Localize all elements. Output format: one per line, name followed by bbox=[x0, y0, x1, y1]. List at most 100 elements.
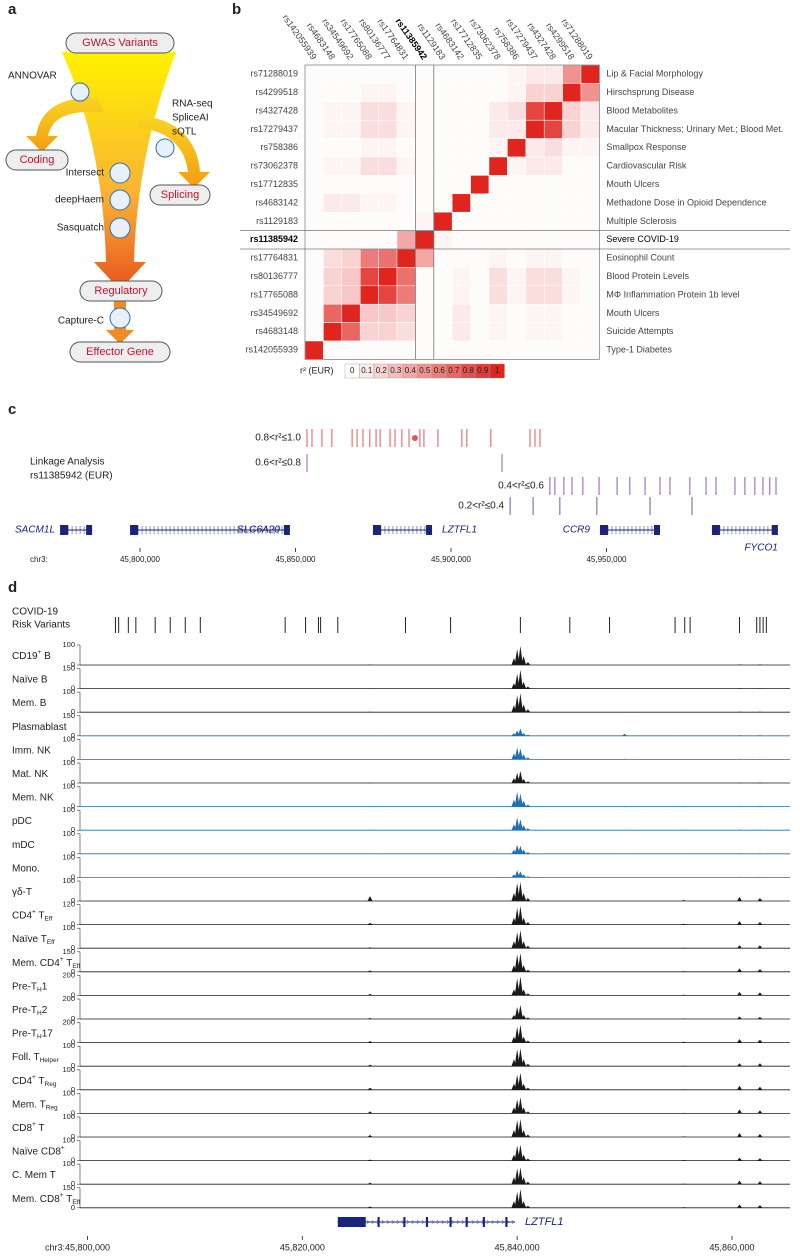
heatmap-cell bbox=[543, 193, 563, 213]
signal-peak bbox=[367, 1064, 373, 1067]
gene-block bbox=[372, 525, 381, 535]
signal-peak bbox=[517, 1048, 523, 1067]
heatmap-cell bbox=[451, 267, 471, 287]
signal-peak bbox=[737, 1016, 743, 1019]
y-tick-label: 0 bbox=[71, 1108, 75, 1117]
heatmap-cell bbox=[415, 64, 435, 84]
signal-peak bbox=[517, 728, 523, 736]
label-part: T bbox=[64, 957, 73, 968]
heatmap-cell bbox=[470, 322, 490, 342]
heatmap-cell bbox=[378, 322, 398, 342]
gene-chevron bbox=[416, 1219, 420, 1225]
label-part: Mat. NK bbox=[12, 769, 48, 780]
trait-label: Lip & Facial Morphology bbox=[606, 69, 703, 79]
panel-letter: c bbox=[8, 401, 16, 418]
heatmap-cell bbox=[562, 285, 582, 305]
y-tick-label: 100 bbox=[62, 829, 75, 838]
label-part: + bbox=[38, 649, 42, 656]
signal-peak bbox=[521, 1107, 527, 1114]
heatmap-cell bbox=[470, 193, 490, 213]
heatmap-cell bbox=[378, 285, 398, 305]
heatmap-cell bbox=[433, 303, 453, 323]
heatmap-cell bbox=[580, 303, 600, 323]
heatmap-cell bbox=[304, 340, 324, 360]
heatmap-cell bbox=[378, 193, 398, 213]
gene-block bbox=[654, 525, 660, 535]
heatmap-cell bbox=[323, 175, 343, 195]
y-tick-label: 100 bbox=[62, 923, 75, 932]
signal-peak bbox=[737, 782, 743, 783]
y-tick-label: 0 bbox=[71, 1203, 75, 1212]
signal-peak bbox=[681, 1041, 687, 1043]
row-label: rs73062378 bbox=[250, 161, 298, 171]
heatmap-cell bbox=[378, 267, 398, 287]
y-tick-label: 100 bbox=[62, 876, 75, 885]
signal-peak bbox=[514, 817, 520, 831]
heatmap-cell bbox=[451, 101, 471, 121]
y-tick-label: 100 bbox=[62, 1041, 75, 1050]
heatmap-cell bbox=[433, 64, 453, 84]
heatmap-cell bbox=[359, 267, 379, 287]
heatmap-cell bbox=[304, 193, 324, 213]
heatmap-cell bbox=[341, 175, 361, 195]
signal-peak bbox=[525, 1017, 531, 1019]
signal-peak bbox=[757, 922, 763, 925]
gene-chevron bbox=[491, 1219, 495, 1225]
heatmap-cell bbox=[525, 322, 545, 342]
signal-peak bbox=[757, 945, 763, 949]
gene-chevron bbox=[456, 1219, 460, 1225]
heatmap-cell bbox=[470, 248, 490, 268]
heatmap-cell bbox=[488, 156, 508, 176]
y-tick-label: 0 bbox=[71, 1085, 75, 1094]
heatmap-cell bbox=[488, 248, 508, 268]
label-part: mDC bbox=[12, 839, 35, 850]
heatmap-cell bbox=[359, 156, 379, 176]
gene-block bbox=[771, 525, 778, 535]
track-label: Mem. CD4+ TEff bbox=[12, 956, 80, 970]
signal-peak bbox=[737, 853, 743, 854]
heatmap-cell bbox=[304, 138, 324, 158]
heatmap-cell bbox=[580, 83, 600, 103]
trait-label: Macular Thickness; Urinary Met.; Blood M… bbox=[606, 124, 783, 134]
heatmap-cell bbox=[525, 230, 545, 250]
gene-label: FYCO1 bbox=[745, 543, 778, 554]
signal-peak bbox=[737, 897, 743, 901]
row-label: rs4683142 bbox=[255, 197, 298, 207]
signal-peak bbox=[521, 733, 527, 736]
heatmap-cell bbox=[396, 193, 416, 213]
signal-peak bbox=[517, 953, 523, 972]
legend-label: 0.4 bbox=[405, 366, 417, 375]
signal-peak bbox=[737, 711, 743, 713]
signal-peak bbox=[517, 1005, 523, 1019]
heatmap-cell bbox=[488, 101, 508, 121]
label-part: CD4 bbox=[12, 910, 32, 921]
y-tick-label: 200 bbox=[62, 970, 75, 979]
signal-peak bbox=[521, 825, 527, 831]
y-tick-label: 100 bbox=[62, 1136, 75, 1145]
heatmap-cell bbox=[396, 248, 416, 268]
y-tick-label: 150 bbox=[62, 664, 75, 673]
heatmap-cell bbox=[378, 83, 398, 103]
heatmap-cell bbox=[543, 248, 563, 268]
signal-peak bbox=[521, 1015, 527, 1019]
panel-a-shapes bbox=[5, 32, 211, 363]
signal-peak bbox=[517, 1144, 523, 1161]
node-box bbox=[149, 184, 211, 206]
label-part: + bbox=[32, 1121, 36, 1128]
heatmap-cell bbox=[378, 119, 398, 139]
node-label: Coding bbox=[20, 154, 55, 166]
legend-label: 1 bbox=[495, 366, 500, 375]
panel-letter: d bbox=[8, 579, 17, 596]
signal-peak bbox=[367, 1206, 373, 1208]
y-tick-label: 100 bbox=[62, 805, 75, 814]
heatmap-cell bbox=[562, 175, 582, 195]
heatmap-cell bbox=[562, 83, 582, 103]
track-label: Imm. NK bbox=[12, 745, 51, 756]
gene-exon bbox=[465, 1217, 468, 1227]
y-tick-label: 0 bbox=[71, 1061, 75, 1070]
track-label: Pre-TH2 bbox=[12, 1005, 48, 1017]
heatmap-cell bbox=[507, 340, 527, 360]
heatmap-cell bbox=[359, 101, 379, 121]
gene-chevron bbox=[461, 1219, 465, 1225]
heatmap-cell bbox=[543, 138, 563, 158]
